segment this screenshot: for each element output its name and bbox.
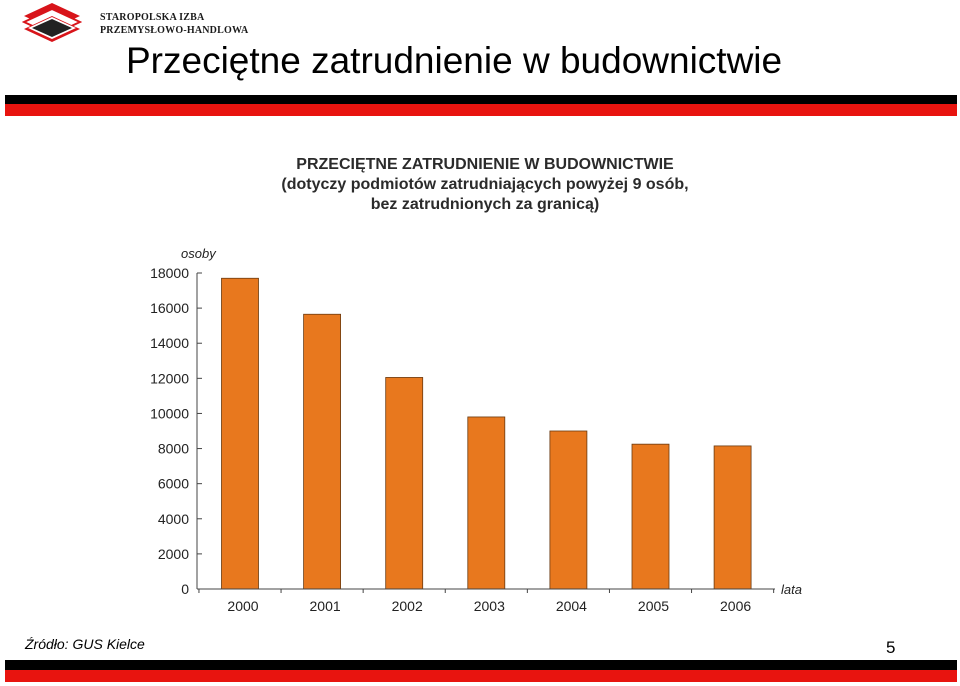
x-tick-label: 2003: [474, 598, 505, 614]
bar-2003: [467, 416, 506, 590]
header-band-black: [5, 95, 957, 104]
y-tick-label: 16000: [150, 300, 189, 316]
y-tick-label: 8000: [158, 441, 189, 457]
y-tick-label: 4000: [158, 511, 189, 527]
x-tick-label: 2001: [310, 598, 341, 614]
y-tick-label: 18000: [150, 265, 189, 281]
bar-2006: [713, 445, 752, 590]
header-band-red: [5, 104, 957, 116]
slide-title: Przeciętne zatrudnienie w budownictwie: [126, 40, 783, 81]
y-tick-label: 10000: [150, 405, 189, 421]
footer-band-black: [5, 660, 957, 670]
bar-2005: [631, 443, 670, 590]
y-axis-label: osoby: [181, 246, 217, 261]
y-tick-label: 0: [181, 581, 189, 597]
chart-title-line2: (dotyczy podmiotów zatrudniających powyż…: [281, 176, 689, 193]
x-tick-label: 2005: [638, 598, 669, 614]
chart-title-line3: bez zatrudnionych za granicą): [370, 196, 600, 213]
x-tick-label: 2000: [227, 598, 258, 614]
x-tick-label: 2002: [392, 598, 423, 614]
x-tick-label: 2006: [720, 598, 751, 614]
source-note: Źródło: GUS Kielce: [25, 636, 145, 652]
y-tick-label: 12000: [150, 370, 189, 386]
bar-2000: [221, 277, 259, 590]
y-tick-label: 14000: [150, 335, 189, 351]
bar-2004: [549, 430, 588, 590]
logo-text-line1: STAROPOLSKA IZBA: [100, 12, 205, 23]
x-tick-label: 2004: [556, 598, 587, 614]
logo: STAROPOLSKA IZBA PRZEMYSŁOWO-HANDLOWA: [21, 2, 248, 46]
chart-title-line1: PRZECIĘTNE ZATRUDNIENIE W BUDOWNICTWIE: [296, 156, 674, 173]
bar-2002: [385, 377, 424, 590]
y-tick-label: 2000: [158, 546, 189, 562]
footer-band-red: [5, 670, 957, 682]
page-number: 5: [886, 638, 896, 657]
logo-mark-icon: [21, 3, 83, 42]
bar-2001: [303, 313, 342, 590]
y-tick-label: 6000: [158, 476, 189, 492]
x-axis-label: lata: [781, 582, 802, 597]
logo-text-line2: PRZEMYSŁOWO-HANDLOWA: [100, 25, 249, 36]
